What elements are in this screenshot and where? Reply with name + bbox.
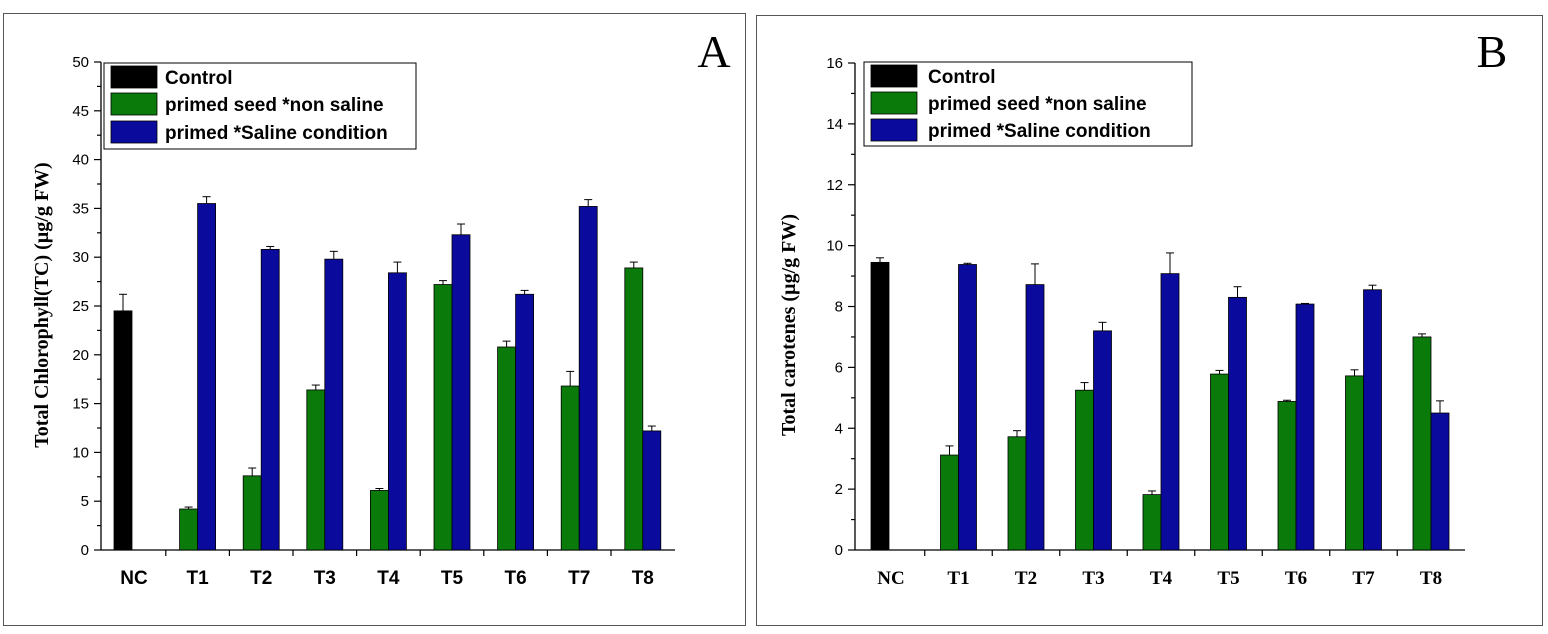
bar-primed-seed-non-saline-t2: [1007, 436, 1027, 551]
bar-primed-saline-condition-t1: [197, 203, 217, 551]
y-tick-label: 0: [835, 542, 843, 559]
legend-swatch: [110, 92, 158, 116]
y-tick-label: 16: [826, 55, 843, 72]
y-tick-label: 2: [835, 481, 843, 498]
panel-b-frame: [756, 15, 1543, 626]
legend-label: primed seed *non saline: [165, 95, 384, 116]
x-tick-label: T5: [441, 568, 464, 589]
bar-primed-saline-condition-t5: [1228, 296, 1247, 551]
y-tick-label: 14: [826, 116, 843, 133]
legend: Control primed seed *non saline primed *Sa…: [863, 61, 1193, 147]
y-tick-label: 15: [72, 396, 89, 413]
bar-primed-saline-condition-t2: [260, 248, 280, 551]
y-tick-label: 25: [72, 298, 89, 315]
bar-primed-saline-condition-t3: [324, 258, 344, 551]
legend-label: primed *Saline condition: [165, 123, 388, 144]
panel-letter: A: [697, 26, 730, 77]
bar-primed-saline-condition-t6: [1295, 303, 1315, 551]
legend-swatch: [110, 65, 158, 89]
y-tick-label: 0: [81, 542, 89, 559]
x-tick-label: T4: [377, 568, 400, 589]
x-tick-label: T2: [250, 568, 272, 589]
y-tick-label: 40: [72, 152, 89, 169]
bar-primed-saline-condition-t8: [642, 430, 662, 551]
legend-label: primed *Saline condition: [928, 121, 1151, 142]
bar-control-nc: [113, 310, 133, 551]
legend: Control primed seed *non saline primed *Sa…: [103, 62, 417, 150]
bar-primed-seed-non-saline-t7: [560, 385, 580, 551]
chart-panel-b: 0 2 4 6 8 10 12 14 16 NC T1 T2 T3 T4 T5 T6 T7 T8 Total car…: [778, 26, 1507, 589]
bar-primed-saline-condition-t7: [1363, 289, 1382, 551]
legend-swatch: [110, 120, 158, 144]
legend-label: primed seed *non saline: [928, 94, 1147, 115]
bar-primed-saline-condition-t3: [1093, 330, 1112, 551]
bar-primed-seed-non-saline-t5: [1210, 373, 1229, 551]
x-tick-label: NC: [120, 568, 148, 589]
bar-primed-seed-non-saline-t7: [1345, 375, 1364, 551]
legend-swatch: [870, 64, 918, 88]
bar-primed-saline-condition-t2: [1025, 284, 1045, 551]
y-tick-label: 10: [826, 238, 843, 255]
bar-primed-seed-non-saline-t4: [369, 490, 389, 551]
x-tick-label: T6: [505, 568, 527, 589]
chart-panel-a: 0 5 10 15 20 25 30 35 40 45 50 NC T1 T2 T3 T4 T5 T6 T7 T8 To…: [31, 26, 731, 589]
bar-primed-saline-condition-t5: [451, 234, 471, 551]
bar-primed-seed-non-saline-t1: [179, 508, 199, 551]
x-tick-label: T7: [568, 568, 590, 589]
bar-primed-seed-non-saline-t6: [497, 346, 517, 551]
y-axis-label: Total carotenes (µg/g FW): [778, 214, 800, 436]
bar-primed-seed-non-saline-t2: [242, 475, 262, 551]
bar-primed-saline-condition-t6: [515, 293, 534, 551]
y-tick-label: 6: [835, 359, 843, 376]
x-tick-label: T3: [314, 568, 336, 589]
x-tick-label: T1: [947, 568, 969, 589]
legend-swatch: [870, 118, 918, 142]
legend-label: Control: [165, 68, 233, 89]
panel-letter: B: [1477, 26, 1508, 77]
bar-primed-seed-non-saline-t1: [940, 454, 959, 551]
x-tick-label: T8: [632, 568, 654, 589]
bar-primed-seed-non-saline-t6: [1277, 401, 1297, 551]
y-axis-label: Total Chlorophyll(TC) (µg/g FW): [31, 162, 53, 447]
bar-primed-saline-condition-t4: [387, 272, 407, 551]
y-tick-label: 50: [72, 54, 89, 71]
bar-primed-saline-condition-t8: [1430, 412, 1450, 551]
x-tick-label: T3: [1082, 568, 1104, 589]
x-tick-label: T2: [1015, 568, 1037, 589]
bar-primed-seed-non-saline-t8: [1412, 336, 1432, 551]
y-tick-label: 10: [72, 444, 89, 461]
bar-control-nc: [870, 261, 890, 551]
panel-a-frame: [3, 13, 746, 626]
bar-primed-seed-non-saline-t4: [1142, 494, 1162, 551]
y-tick-label: 30: [72, 249, 89, 266]
x-tick-label: T4: [1150, 568, 1173, 589]
x-tick-label: T7: [1352, 568, 1375, 589]
y-tick-label: 12: [826, 177, 843, 194]
y-tick-label: 20: [72, 347, 89, 364]
bar-primed-saline-condition-t4: [1160, 273, 1180, 551]
bar-primed-seed-non-saline-t3: [1075, 389, 1094, 551]
x-tick-label: T8: [1420, 568, 1442, 589]
bar-primed-seed-non-saline-t8: [624, 267, 644, 551]
legend-box: [863, 61, 1193, 147]
y-tick-label: 5: [81, 493, 89, 510]
bar-primed-saline-condition-t1: [958, 264, 977, 551]
legend-label: Control: [928, 67, 996, 88]
y-tick-label: 8: [835, 299, 843, 316]
x-tick-label: NC: [877, 568, 904, 589]
bar-primed-saline-condition-t7: [578, 206, 598, 551]
x-tick-label: T1: [187, 568, 210, 589]
legend-swatch: [870, 91, 918, 115]
y-tick-label: 4: [835, 420, 843, 437]
bar-primed-seed-non-saline-t5: [433, 284, 453, 551]
bar-primed-seed-non-saline-t3: [306, 389, 326, 551]
y-tick-label: 35: [72, 200, 89, 217]
x-tick-label: T5: [1217, 568, 1239, 589]
y-tick-label: 45: [72, 103, 89, 120]
x-tick-label: T6: [1285, 568, 1307, 589]
